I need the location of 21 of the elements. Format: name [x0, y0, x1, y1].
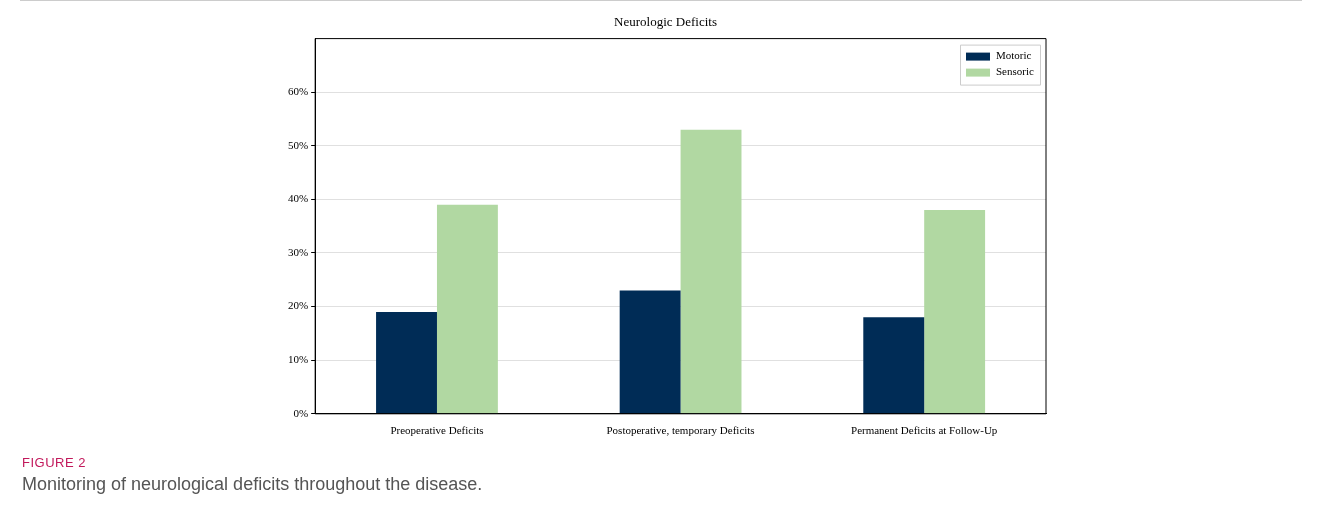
text: Monitoring of neurological deficits throughout the disease.: [22, 474, 484, 495]
bar: [619, 290, 681, 414]
x-tick-label: Permanent Deficits at Follow-Up: [851, 424, 998, 437]
bar: [924, 210, 986, 414]
y-tick-label: 60%: [287, 85, 309, 98]
y-tick-label: 0%: [293, 406, 309, 419]
bar: [863, 317, 925, 414]
caption: FIGURE 2: [22, 455, 87, 470]
x-tick-label: Preoperative Deficits: [390, 424, 484, 437]
x-tick-label: Postoperative, temporary Deficits: [606, 424, 755, 437]
y-tick-label: 30%: [287, 245, 309, 258]
y-tick-label: 50%: [287, 138, 309, 151]
y-tick-label: 20%: [287, 299, 309, 312]
chart-title: Neurologic Deficits: [614, 14, 717, 30]
legend-label: Sensoric: [996, 65, 1034, 78]
bar: [680, 129, 742, 414]
bar: [376, 311, 437, 414]
y-tick-label: 40%: [287, 192, 309, 205]
legend-label: Motoric: [996, 49, 1032, 62]
y-tick-label: 10%: [287, 353, 309, 366]
bar: [436, 204, 498, 414]
